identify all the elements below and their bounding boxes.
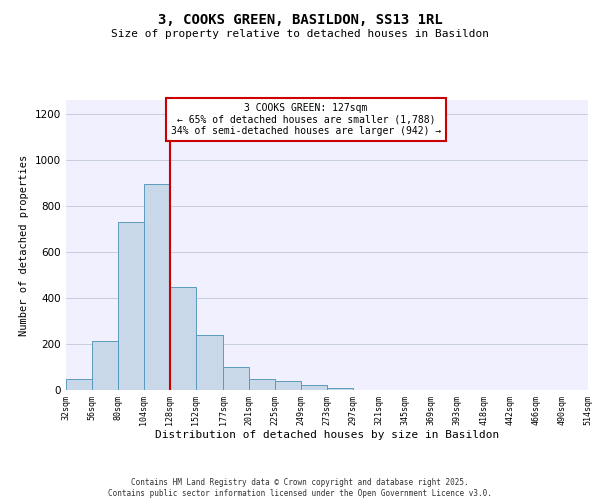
- Text: Size of property relative to detached houses in Basildon: Size of property relative to detached ho…: [111, 29, 489, 39]
- Bar: [144, 184, 170, 390]
- Text: 3 COOKS GREEN: 127sqm
← 65% of detached houses are smaller (1,788)
34% of semi-d: 3 COOKS GREEN: 127sqm ← 65% of detached …: [171, 103, 441, 136]
- Bar: [223, 367, 249, 390]
- Bar: [327, 388, 353, 390]
- Bar: [275, 382, 301, 390]
- Bar: [92, 340, 118, 390]
- Bar: [118, 222, 144, 390]
- X-axis label: Distribution of detached houses by size in Basildon: Distribution of detached houses by size …: [155, 430, 499, 440]
- Bar: [249, 379, 275, 390]
- Bar: [196, 336, 223, 390]
- Y-axis label: Number of detached properties: Number of detached properties: [19, 154, 29, 336]
- Bar: [301, 386, 327, 390]
- Bar: [66, 379, 92, 390]
- Text: Contains HM Land Registry data © Crown copyright and database right 2025.
Contai: Contains HM Land Registry data © Crown c…: [108, 478, 492, 498]
- Text: 3, COOKS GREEN, BASILDON, SS13 1RL: 3, COOKS GREEN, BASILDON, SS13 1RL: [158, 12, 442, 26]
- Bar: [170, 287, 196, 390]
